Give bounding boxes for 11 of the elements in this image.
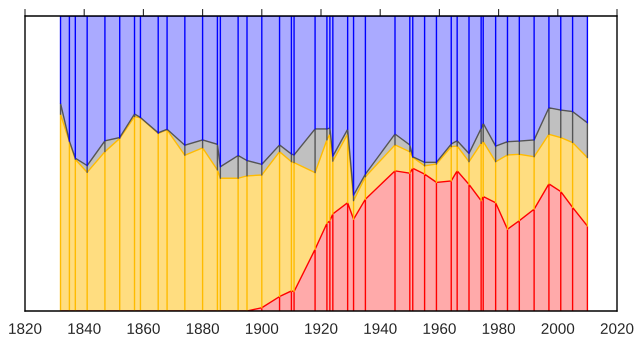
x-tick-label: 1820 <box>9 323 42 334</box>
x-tick-label: 1840 <box>68 323 101 334</box>
x-tick-label: 1860 <box>128 323 160 334</box>
x-tick-label: 1920 <box>305 323 338 334</box>
x-tick-label: 2020 <box>600 323 634 334</box>
x-tick-label: 1880 <box>186 323 219 334</box>
x-tick-label: 1980 <box>482 323 515 334</box>
x-tick-label: 1900 <box>246 323 278 334</box>
x-tick-label: 1940 <box>364 323 397 334</box>
x-tick-label: 1960 <box>424 323 456 334</box>
x-tick-label: 2000 <box>542 323 574 334</box>
